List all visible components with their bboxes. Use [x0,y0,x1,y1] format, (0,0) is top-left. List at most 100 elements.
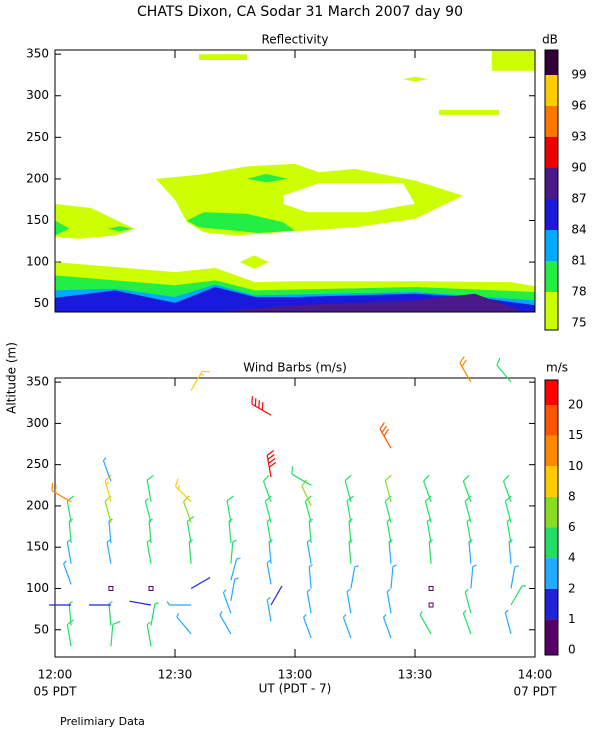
colorbar-band [545,261,558,292]
plot-frame [54,49,536,313]
colorbar-band [545,405,558,436]
wind-barb [308,518,313,544]
contour-region [215,293,523,312]
colorbar-frame [544,379,559,656]
wind-barb [106,539,112,564]
y-tick-label: 350 [26,47,49,61]
colorbar-label: 0 [568,643,576,657]
wind-barb [266,559,272,585]
wind-barb [146,539,152,564]
wind-barb [251,396,272,416]
wind-barb [459,356,472,383]
contour-region [283,183,415,213]
wind-barb [496,357,512,383]
wind-barb [423,474,432,503]
colorbar-label: 2 [568,581,576,595]
wind-barb [344,474,352,502]
wind-barb [428,585,434,591]
wind-barb [379,422,392,449]
wind-barb [144,498,152,523]
x-tick-label: 13:30 [398,668,433,682]
wind-barb [268,539,273,564]
wind-barb [348,539,353,564]
contour-region [491,50,535,71]
colorbar-label: 87 [571,192,586,206]
contour-region [55,220,70,236]
colorbar-label: 20 [568,398,583,412]
colorbar-band [545,466,558,497]
wind-barb [226,495,234,523]
wind-barb [110,620,121,647]
contour-layer [55,50,535,312]
wind-barb [104,495,112,523]
colorbar-label: 4 [568,551,576,565]
colorbar-label: 93 [571,130,586,144]
panel-title: Wind Barbs (m/s) [243,361,347,375]
plot-frame [54,377,536,658]
wind-barb [102,457,112,482]
y-tick-label: 300 [26,416,49,430]
y-tick-label: 50 [34,296,49,310]
colorbar-label: 78 [571,285,586,299]
wind-barb [390,564,397,589]
x-axis-sublabel-left: 05 PDT [34,685,78,699]
wind-barb [388,539,393,564]
colorbar-label: 90 [571,161,586,175]
contour-region [55,203,135,239]
wind-barb [222,589,232,614]
wind-barb [462,609,472,635]
wind-barb [502,474,512,503]
colorbar-label: 8 [568,489,576,503]
wind-barb [504,609,512,635]
wind-barb [306,588,312,614]
x-axis-sublabel-right: 07 PDT [514,685,558,699]
wind-barb [230,577,239,602]
colorbar-label: 15 [568,428,583,442]
wind-barb [230,539,237,564]
y-axis-label: Altitude (m) [5,342,19,414]
x-tick-label: 12:00 [38,668,73,682]
wind-barb [230,557,241,581]
colorbar-band [545,199,558,230]
wind-barb [386,588,392,614]
wind-barb [174,478,192,503]
y-tick-label: 300 [26,88,49,102]
wind-barb [148,585,154,591]
wind-barb [301,479,312,507]
contour-region [439,109,499,115]
wind-barb [108,585,114,591]
figure-title: CHATS Dixon, CA Sodar 31 March 2007 day … [137,4,463,20]
wind-barb [108,601,113,626]
wind-barb [51,482,72,503]
wind-barb [291,466,312,486]
wind-barb [166,601,192,606]
wind-barb [424,495,432,523]
wind-barb [129,600,152,606]
contour-region [239,255,269,269]
y-tick-label: 250 [26,457,49,471]
wind-barb [510,565,519,589]
wind-barb [150,602,159,626]
wind-barb [308,563,313,589]
colorbar-band [545,435,558,467]
wind-barb [428,602,434,608]
wind-barb [270,585,283,606]
wind-barb [428,539,433,564]
footnote: Prelimiary Data [60,715,145,728]
wind-barb [108,518,113,544]
wind-barb [148,518,153,544]
wind-barb [346,588,352,614]
wind-barb [188,539,193,564]
wind-barb [504,495,512,523]
wind-barb [63,560,72,585]
y-tick-label: 150 [26,540,49,554]
y-tick-label: 250 [26,130,49,144]
wind-barb [228,518,233,544]
colorbar-band [545,230,558,261]
colorbar-label: 96 [571,99,586,113]
x-axis-label: UT (PDT - 7) [259,682,332,696]
wind-barb [68,601,73,626]
wind-barb [306,539,312,564]
